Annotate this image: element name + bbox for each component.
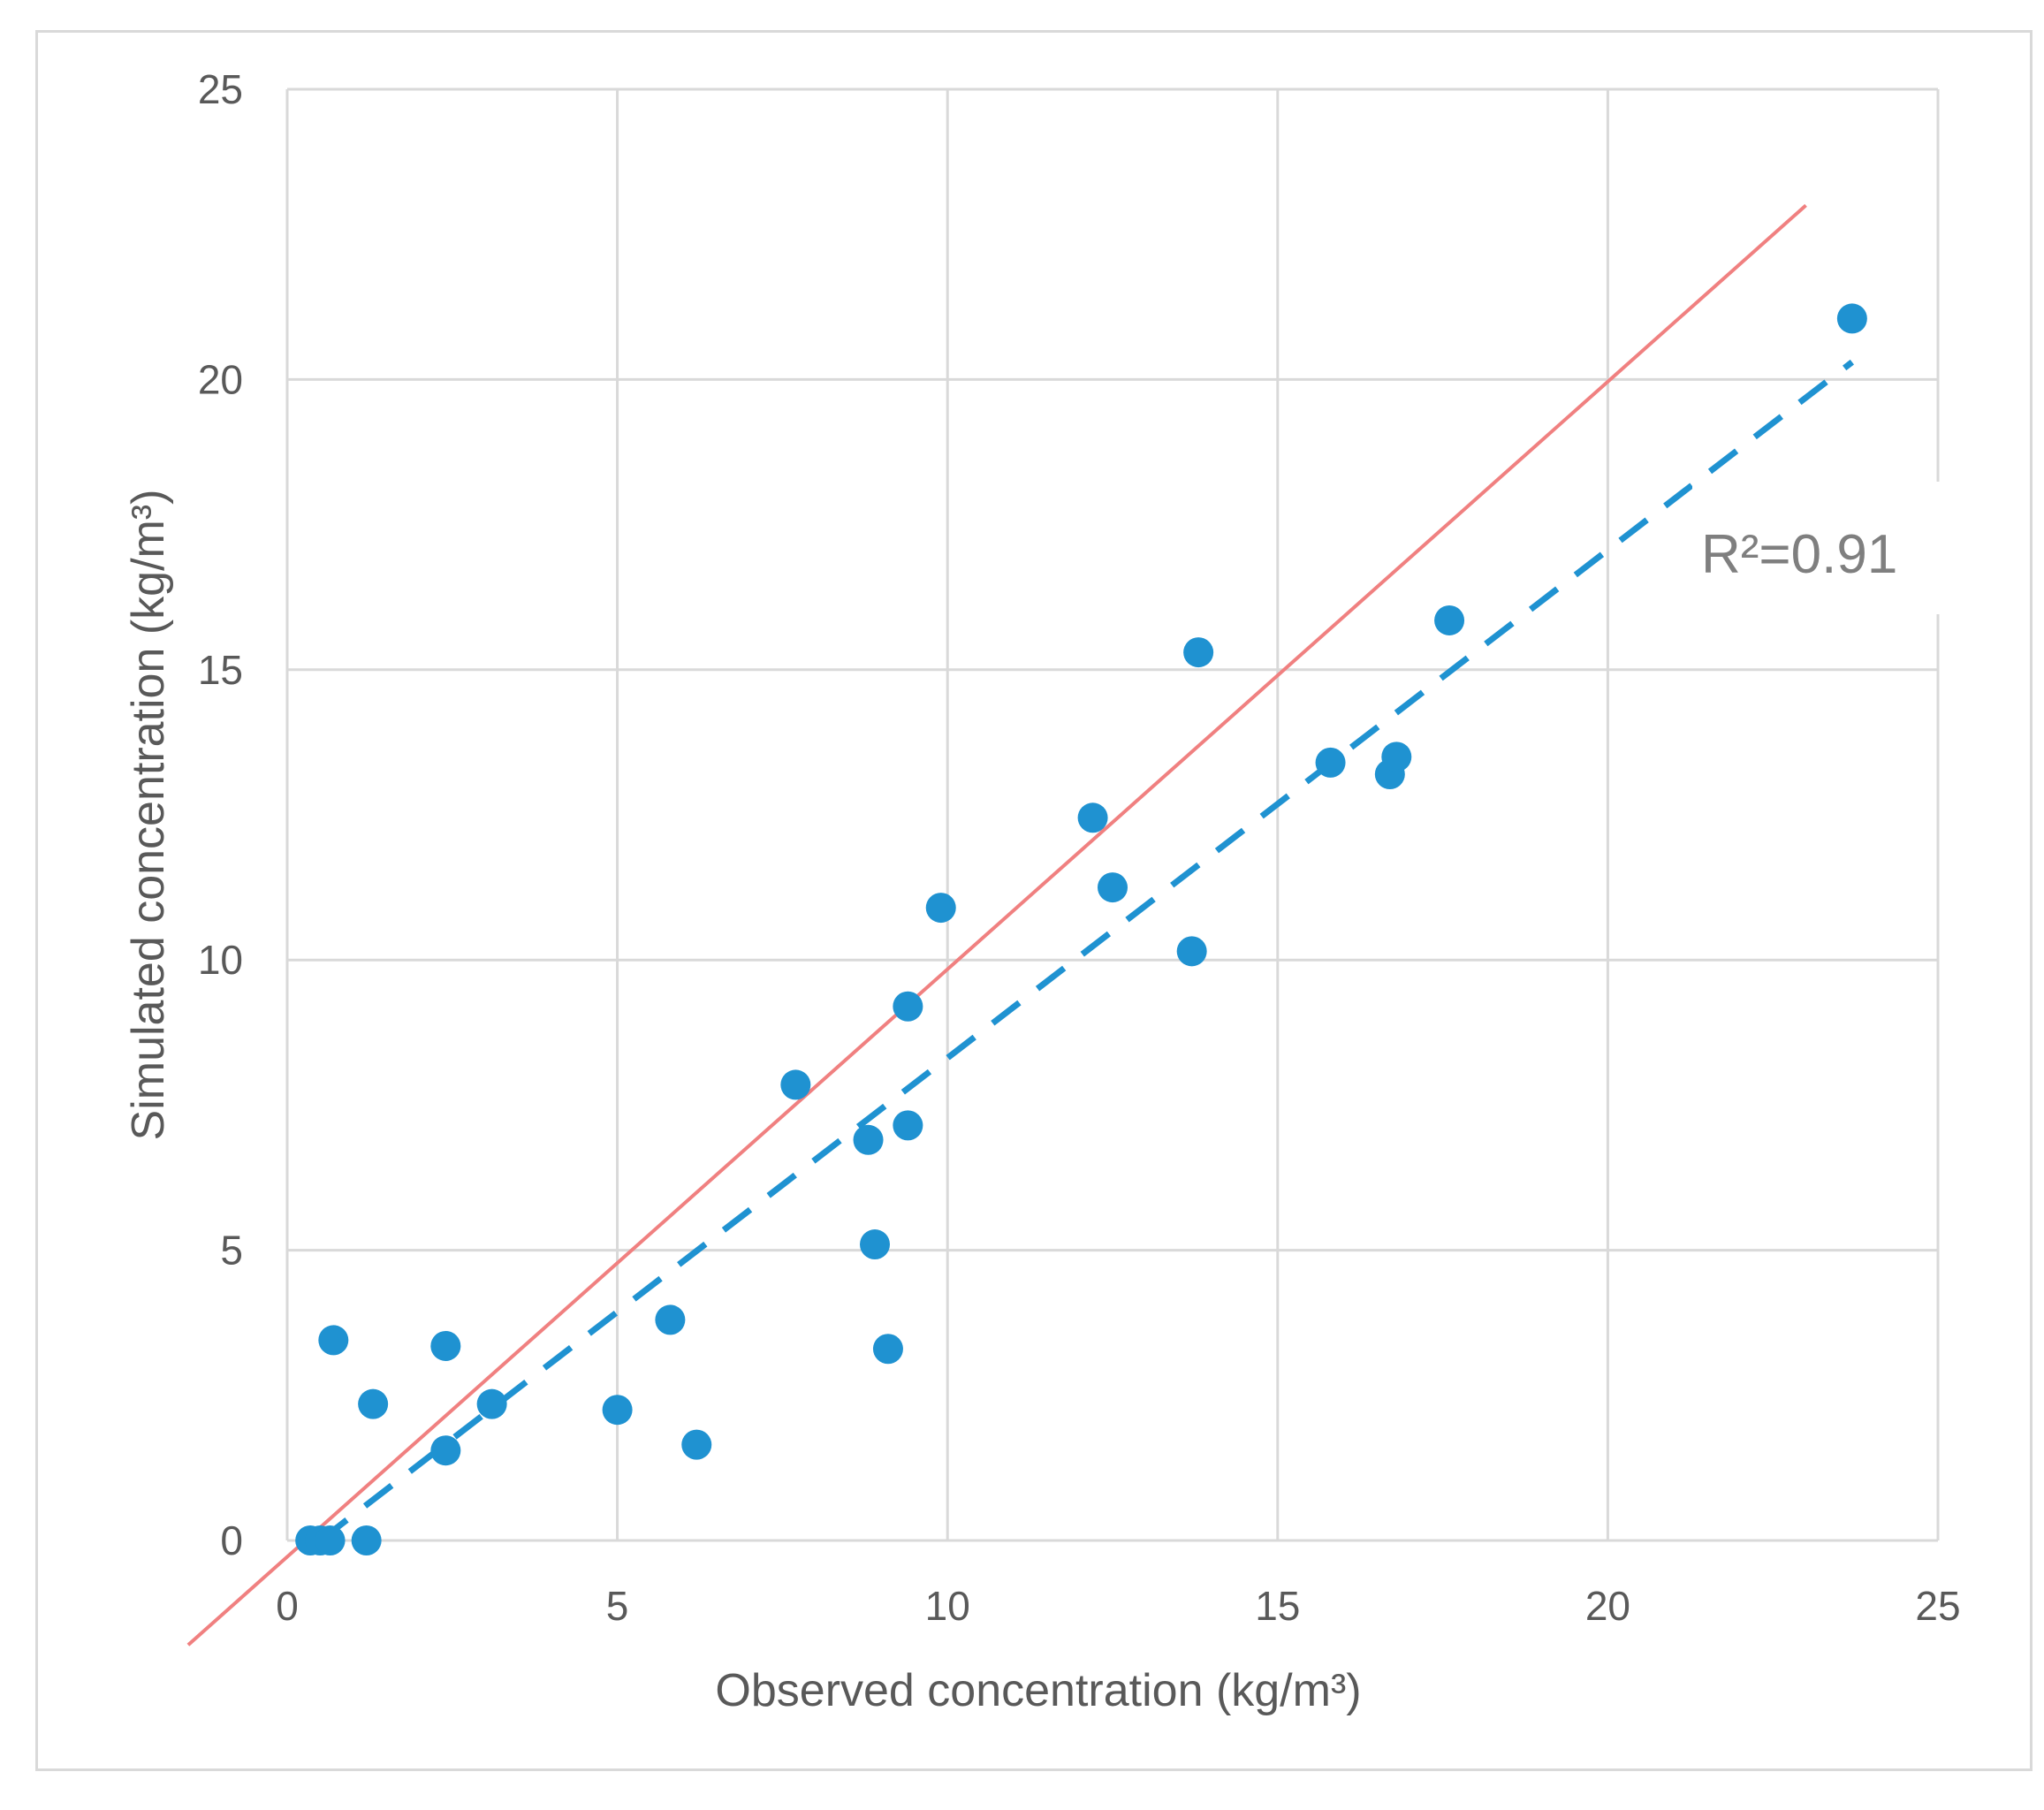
data-point xyxy=(1183,637,1214,668)
data-point xyxy=(430,1435,461,1466)
data-point xyxy=(893,991,923,1022)
x-tick-label: 10 xyxy=(925,1583,970,1629)
lines-layer xyxy=(186,203,1854,1646)
data-point xyxy=(1836,303,1867,334)
r2-label-background xyxy=(1692,482,1957,614)
data-point xyxy=(860,1229,891,1260)
data-point xyxy=(893,1110,923,1141)
data-point xyxy=(925,893,956,924)
chart-frame xyxy=(35,30,2033,1771)
data-point xyxy=(358,1388,389,1419)
gridlines xyxy=(285,87,1940,1542)
x-tick-label: 5 xyxy=(606,1583,629,1629)
x-tick-label: 20 xyxy=(1585,1583,1630,1629)
y-tick-label: 25 xyxy=(198,66,243,112)
data-point xyxy=(1434,605,1465,635)
points-layer xyxy=(295,303,1867,1555)
y-tick-label: 10 xyxy=(198,937,243,983)
data-point xyxy=(351,1525,382,1555)
data-point xyxy=(1381,741,1412,772)
data-point xyxy=(430,1330,461,1361)
data-point xyxy=(1315,747,1346,778)
data-point xyxy=(476,1388,507,1419)
data-point xyxy=(853,1124,884,1155)
data-point xyxy=(1176,936,1207,967)
y-axis-label: Simulated concentration (kg/m³) xyxy=(123,490,174,1141)
data-point xyxy=(1098,872,1128,903)
trendline xyxy=(318,359,1854,1543)
y-tick-label: 0 xyxy=(220,1517,243,1563)
x-tick-labels: 0 5 10 15 20 25 xyxy=(276,1583,1960,1629)
data-point xyxy=(655,1304,686,1335)
one-to-one-line xyxy=(186,203,1807,1646)
data-point xyxy=(318,1325,349,1356)
x-axis-label: Observed concentration (kg/m³) xyxy=(715,1665,1361,1716)
r2-annotation: R²=0.91 xyxy=(1701,524,1897,585)
y-tick-label: 5 xyxy=(220,1228,243,1274)
data-point xyxy=(681,1429,712,1460)
data-point xyxy=(872,1334,903,1365)
y-tick-label: 20 xyxy=(198,356,243,402)
x-tick-label: 15 xyxy=(1255,1583,1300,1629)
data-point xyxy=(315,1525,346,1555)
data-point xyxy=(1077,802,1108,833)
data-point xyxy=(602,1395,633,1426)
x-tick-label: 25 xyxy=(1915,1583,1960,1629)
data-point xyxy=(780,1069,811,1100)
y-tick-labels: 0 5 10 15 20 25 xyxy=(198,66,243,1563)
y-tick-label: 15 xyxy=(198,647,243,693)
x-tick-label: 0 xyxy=(276,1583,299,1629)
